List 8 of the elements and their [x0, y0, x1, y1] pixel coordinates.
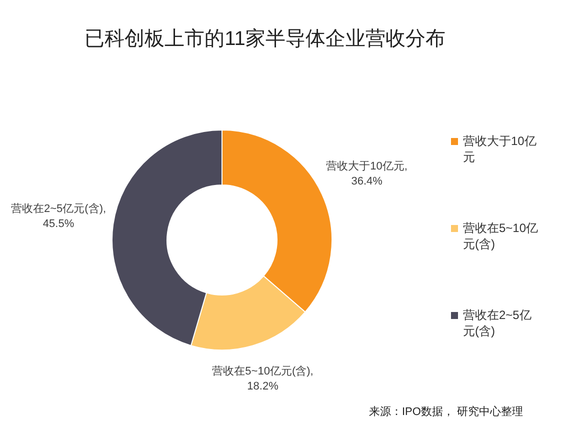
legend-label: 营收在5~10亿元(含) — [463, 220, 539, 252]
legend-label: 营收大于10亿元 — [463, 133, 538, 165]
legend-label: 营收在2~5亿元(含) — [463, 307, 532, 339]
data-label: 营收大于10亿元, 36.4% — [326, 159, 408, 188]
source-note: 来源：IPO数据， 研究中心整理 — [368, 405, 523, 420]
data-label: 营收在2~5亿元(含), 45.5% — [10, 202, 106, 230]
chart-title: 已科创板上市的11家半导体企业营收分布 — [84, 27, 446, 51]
data-label: 营收在5~10亿元(含), 18.2% — [212, 364, 314, 392]
